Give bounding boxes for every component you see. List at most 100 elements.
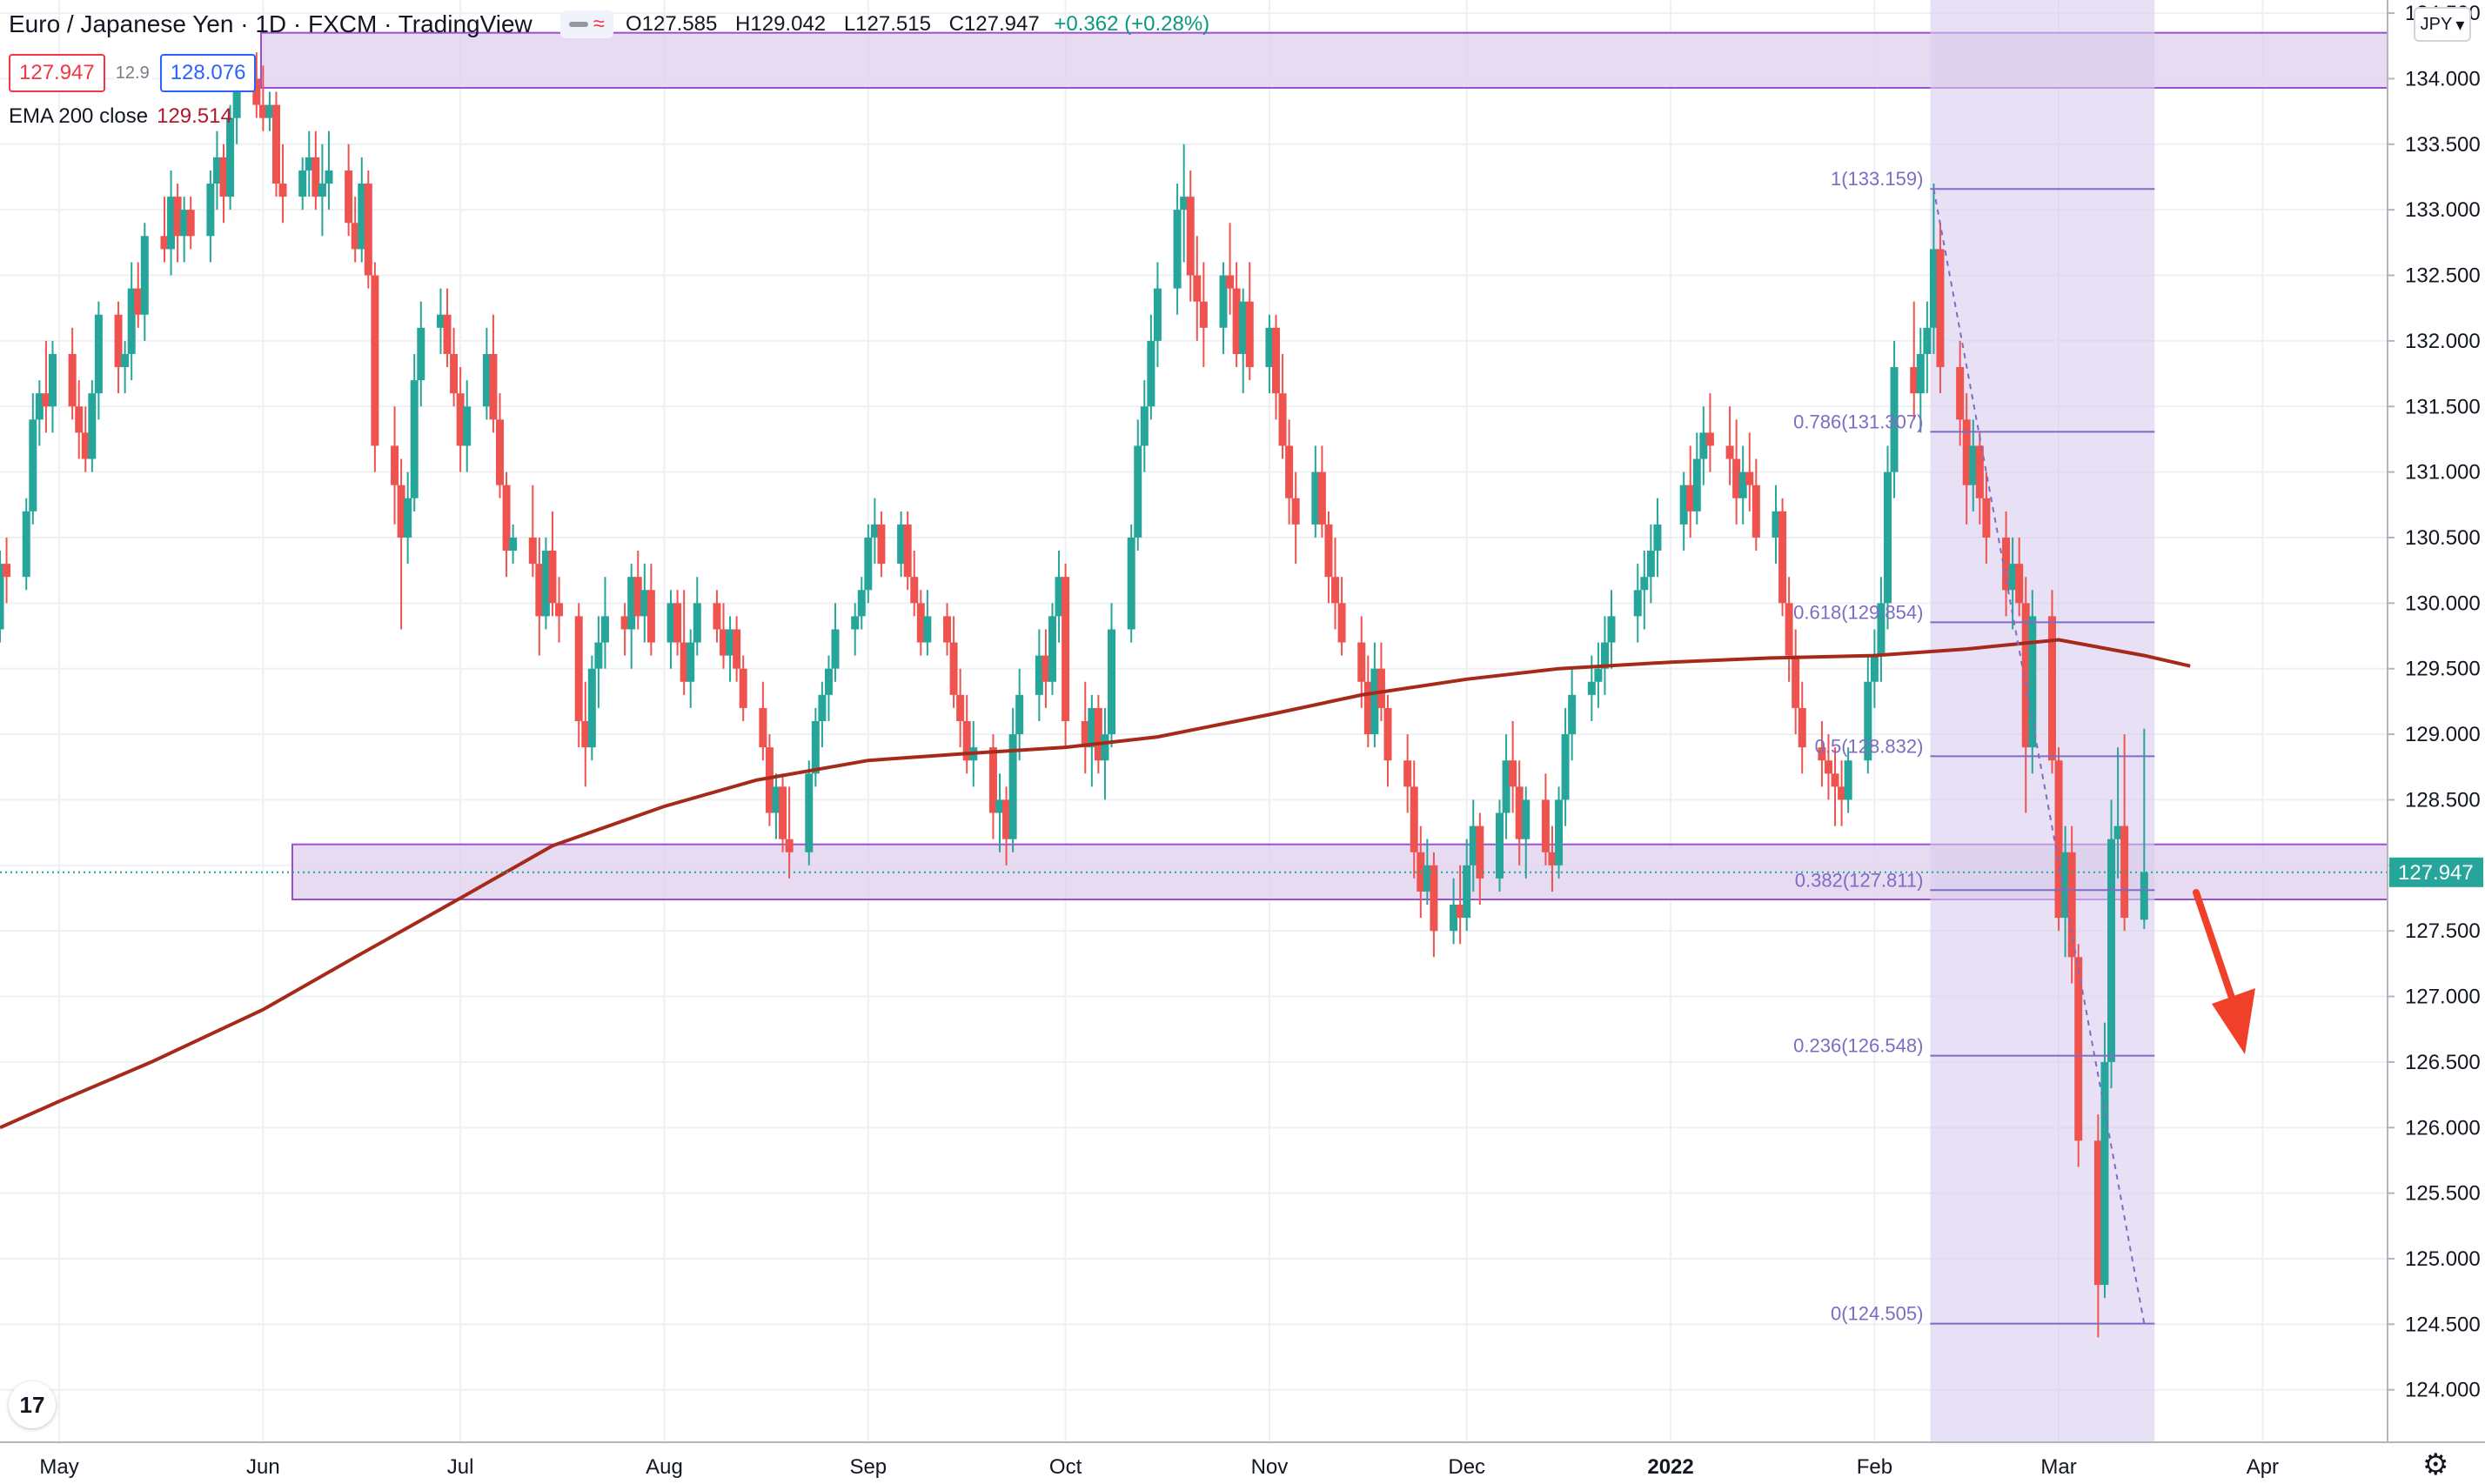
- candle-body: [1732, 458, 1741, 498]
- last-price-tag: [2389, 857, 2483, 887]
- candle-body: [995, 799, 1004, 813]
- candle-body: [1291, 498, 1300, 525]
- candle-body: [1337, 603, 1346, 643]
- candle-body: [410, 380, 419, 498]
- candle-body: [2074, 957, 2083, 1141]
- candle-body: [0, 564, 4, 630]
- price-tick-label: 133.500: [2405, 133, 2481, 157]
- candle-body: [1370, 668, 1379, 735]
- candle-body: [2002, 537, 2011, 591]
- candle-body: [1265, 327, 1274, 368]
- price-tick-label: 131.000: [2405, 461, 2481, 485]
- candle-body: [851, 616, 860, 630]
- candle-body: [1048, 616, 1056, 682]
- candle-body: [1331, 577, 1340, 604]
- candle-body: [496, 419, 505, 485]
- candle-body: [1877, 603, 1886, 656]
- candle-body: [1376, 668, 1385, 708]
- candle-body: [864, 537, 873, 591]
- candle-body: [1541, 799, 1550, 852]
- candle-body: [897, 524, 906, 565]
- candle-body: [1062, 577, 1070, 721]
- time-tick-label: Nov: [1251, 1455, 1289, 1479]
- candle-body: [1640, 577, 1649, 591]
- candle-body: [271, 104, 280, 184]
- candle-body: [2100, 1061, 2109, 1286]
- candle-body: [1219, 275, 1228, 328]
- indicator-toggle[interactable]: ≈: [559, 10, 613, 38]
- candle-body: [1870, 655, 1879, 682]
- candles: [0, 52, 2148, 1338]
- down-arrow: [2193, 889, 2255, 1054]
- chevron-down-icon: ▾: [2455, 15, 2465, 35]
- candle-body: [1910, 367, 1919, 394]
- candle-body: [2140, 872, 2148, 920]
- candle-body: [620, 616, 629, 630]
- price-tick-label: 129.500: [2405, 658, 2481, 681]
- candle-body: [482, 353, 491, 407]
- price-tick-label: 132.000: [2405, 330, 2481, 353]
- time-tick-label: Mar: [2040, 1455, 2076, 1479]
- candle-body: [1936, 249, 1945, 368]
- time-tick-label: 2022: [1647, 1455, 1693, 1479]
- ema-legend[interactable]: EMA 200 close 129.514: [9, 104, 232, 129]
- candle-body: [627, 577, 636, 630]
- candle-body: [463, 406, 472, 446]
- candle-body: [1180, 197, 1189, 211]
- candle-body: [364, 184, 372, 276]
- fibonacci-level-label: 0.786(131.307): [1793, 411, 1923, 432]
- candle-body: [404, 498, 412, 538]
- candle-body: [581, 721, 590, 748]
- candle-body: [1509, 760, 1517, 787]
- candle-body: [1423, 865, 1431, 892]
- candle-body: [1745, 471, 1754, 485]
- candle-body: [916, 603, 925, 643]
- tradingview-logo[interactable]: 17: [9, 1381, 56, 1428]
- candle-body: [1496, 812, 1504, 879]
- sell-button[interactable]: 127.947: [9, 54, 105, 92]
- ohlc-values: O127.585 H129.042 L127.515 C127.947 +0.3…: [626, 12, 1209, 37]
- candle-body: [127, 288, 136, 354]
- candle-body: [1969, 445, 1978, 485]
- price-tick-label: 127.000: [2405, 986, 2481, 1009]
- symbol-title[interactable]: Euro / Japanese Yen · 1D · FXCM · Tradin…: [9, 10, 532, 37]
- candle-body: [2067, 852, 2076, 958]
- settings-gear-icon[interactable]: ⚙: [2422, 1448, 2449, 1481]
- candle-body: [1982, 498, 1991, 538]
- candle-body: [1548, 852, 1557, 866]
- candle-body: [81, 432, 90, 459]
- candle-body: [1956, 367, 1965, 420]
- time-tick-label: Oct: [1049, 1455, 1082, 1479]
- candle-body: [1035, 655, 1043, 695]
- candle-body: [121, 353, 130, 368]
- candle-body: [733, 629, 741, 669]
- candle-body: [1515, 786, 1524, 839]
- candle-body: [1831, 773, 1839, 787]
- candle-body: [1271, 327, 1280, 394]
- candle-body: [94, 314, 103, 394]
- candle-body: [1239, 301, 1248, 354]
- candle-body: [1555, 799, 1564, 866]
- candle-body: [2093, 1140, 2102, 1286]
- candle-body: [1916, 353, 1925, 394]
- candle-body: [186, 210, 195, 237]
- time-tick-label: May: [39, 1455, 78, 1479]
- candle-body: [824, 668, 833, 695]
- candle-body: [943, 616, 952, 643]
- candle-body: [765, 747, 774, 813]
- candle-body: [1450, 905, 1458, 932]
- price-tick-label: 124.000: [2405, 1379, 2481, 1402]
- currency-selector[interactable]: JPY ▾: [2414, 7, 2471, 42]
- candle-body: [1430, 865, 1438, 932]
- candle-body: [535, 564, 544, 617]
- candle-body: [1890, 367, 1899, 472]
- time-tick-label: Dec: [1448, 1455, 1485, 1479]
- price-tick-label: 125.000: [2405, 1247, 2481, 1271]
- fibonacci-levels: 1(133.159) 0.786(131.307) 0.618(129.854) 0.…: [0, 168, 2388, 1325]
- fibonacci-band-rect: [1930, 0, 2155, 1442]
- candle-body: [173, 197, 182, 237]
- buy-button[interactable]: 128.076: [159, 54, 257, 92]
- candle-body: [1008, 734, 1017, 839]
- candle-body: [167, 197, 176, 250]
